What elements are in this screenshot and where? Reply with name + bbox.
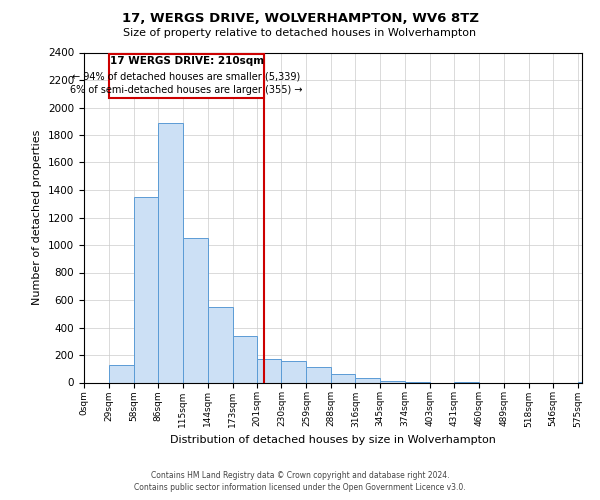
- Bar: [208, 307, 233, 382]
- Text: Size of property relative to detached houses in Wolverhampton: Size of property relative to detached ho…: [124, 28, 476, 38]
- Bar: [281, 361, 307, 382]
- Bar: [380, 381, 405, 382]
- Bar: [134, 197, 158, 382]
- Bar: [355, 378, 380, 382]
- Text: ← 94% of detached houses are smaller (5,339): ← 94% of detached houses are smaller (5,…: [73, 72, 301, 82]
- Text: 17 WERGS DRIVE: 210sqm: 17 WERGS DRIVE: 210sqm: [110, 56, 263, 66]
- Bar: [183, 238, 208, 382]
- Bar: [233, 336, 257, 382]
- Bar: [257, 359, 281, 382]
- X-axis label: Distribution of detached houses by size in Wolverhampton: Distribution of detached houses by size …: [170, 435, 496, 445]
- Text: Contains HM Land Registry data © Crown copyright and database right 2024.
Contai: Contains HM Land Registry data © Crown c…: [134, 471, 466, 492]
- FancyBboxPatch shape: [109, 54, 265, 98]
- Text: 6% of semi-detached houses are larger (355) →: 6% of semi-detached houses are larger (3…: [70, 86, 303, 96]
- Text: 17, WERGS DRIVE, WOLVERHAMPTON, WV6 8TZ: 17, WERGS DRIVE, WOLVERHAMPTON, WV6 8TZ: [121, 12, 479, 26]
- Bar: [109, 366, 134, 382]
- Bar: [158, 122, 183, 382]
- Y-axis label: Number of detached properties: Number of detached properties: [32, 130, 43, 305]
- Bar: [331, 374, 355, 382]
- Bar: [307, 368, 331, 382]
